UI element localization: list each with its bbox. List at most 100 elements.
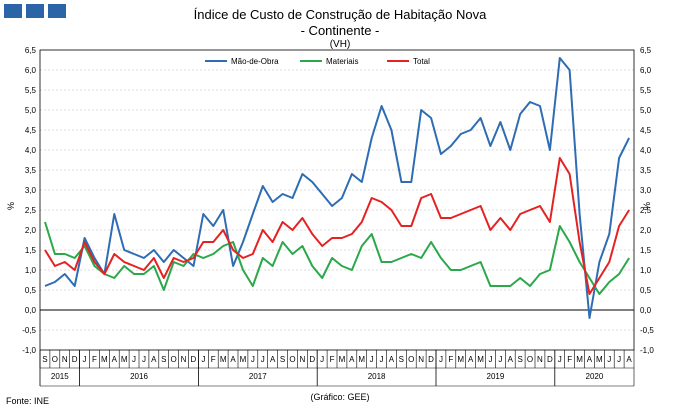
series-lines bbox=[44, 57, 630, 319]
x-tick-label: J bbox=[83, 355, 87, 364]
chart-subtitle: - Continente - bbox=[300, 23, 380, 38]
x-tick-label: D bbox=[72, 355, 78, 364]
x-tick-label: O bbox=[52, 355, 58, 364]
x-tick-label: N bbox=[62, 355, 68, 364]
x-tick-label: A bbox=[587, 355, 593, 364]
y-tick-label-right: 2,5 bbox=[640, 206, 652, 215]
x-tick-label: S bbox=[42, 355, 47, 364]
y-tick-label-left: 5,0 bbox=[25, 106, 37, 115]
legend-label: Total bbox=[413, 57, 430, 66]
x-year-label: 2015 bbox=[51, 372, 69, 381]
y-tick-label-left: 2,5 bbox=[25, 206, 37, 215]
x-tick-label: J bbox=[617, 355, 621, 364]
x-tick-label: A bbox=[508, 355, 514, 364]
x-year-label: 2020 bbox=[586, 372, 604, 381]
legend-label: Materiais bbox=[326, 57, 358, 66]
x-tick-label: J bbox=[370, 355, 374, 364]
series-line-materiais bbox=[44, 221, 630, 295]
x-tick-label: J bbox=[320, 355, 324, 364]
x-tick-label: D bbox=[309, 355, 315, 364]
chart-credit: (Gráfico: GEE) bbox=[310, 392, 370, 402]
x-year-label: 2019 bbox=[487, 372, 505, 381]
y-tick-label-right: 5,5 bbox=[640, 86, 652, 95]
x-tick-label: D bbox=[191, 355, 197, 364]
x-tick-label: A bbox=[626, 355, 632, 364]
x-tick-label: S bbox=[399, 355, 404, 364]
x-tick-label: J bbox=[261, 355, 265, 364]
x-tick-label: N bbox=[537, 355, 543, 364]
x-tick-label: F bbox=[448, 355, 453, 364]
x-tick-label: M bbox=[457, 355, 464, 364]
x-tick-label: F bbox=[567, 355, 572, 364]
y-tick-label-right: -0,5 bbox=[640, 326, 654, 335]
y-tick-label-left: 3,0 bbox=[25, 186, 37, 195]
x-tick-label: J bbox=[558, 355, 562, 364]
x-tick-label: J bbox=[201, 355, 205, 364]
x-tick-label: S bbox=[161, 355, 166, 364]
x-tick-label: D bbox=[547, 355, 553, 364]
x-tick-label: M bbox=[576, 355, 583, 364]
x-tick-label: M bbox=[477, 355, 484, 364]
x-tick-label: N bbox=[181, 355, 187, 364]
x-tick-label: J bbox=[380, 355, 384, 364]
y-axis-label-left: % bbox=[6, 202, 16, 210]
y-tick-label-right: 0,0 bbox=[640, 306, 652, 315]
legend: Mão-de-Obra Materiais Total bbox=[205, 57, 430, 66]
legend-label: Mão-de-Obra bbox=[231, 57, 279, 66]
y-tick-label-left: 1,5 bbox=[25, 246, 37, 255]
y-tick-label-right: 4,0 bbox=[640, 146, 652, 155]
plot-frame bbox=[39, 49, 635, 351]
x-tick-label: F bbox=[211, 355, 216, 364]
y-axis-right: -1,0 -0,5 0,0 0,5 1,0 1,5 2,0 2,5 3,0 3,5 4,0 4,5 5,… bbox=[640, 46, 654, 355]
y-tick-label-right: 2,0 bbox=[640, 226, 652, 235]
x-tick-label: F bbox=[330, 355, 335, 364]
x-tick-label: J bbox=[251, 355, 255, 364]
series-line-total bbox=[44, 157, 630, 295]
x-tick-label: M bbox=[220, 355, 227, 364]
x-tick-label: M bbox=[121, 355, 128, 364]
x-year-label: 2018 bbox=[368, 372, 386, 381]
x-tick-label: A bbox=[349, 355, 355, 364]
x-year-label: 2016 bbox=[130, 372, 148, 381]
x-tick-label: J bbox=[142, 355, 146, 364]
y-tick-label-left: -1,0 bbox=[22, 346, 36, 355]
x-tick-label: A bbox=[389, 355, 395, 364]
x-tick-label: A bbox=[230, 355, 236, 364]
x-year-label: 2017 bbox=[249, 372, 267, 381]
logo-block-3 bbox=[48, 4, 66, 18]
y-axis-left: -1,0 -0,5 0,0 0,5 1,0 1,5 2,0 2,5 3,0 3,5 4,0 4,5 5,… bbox=[22, 46, 36, 355]
x-tick-label: J bbox=[488, 355, 492, 364]
gee-logo bbox=[4, 4, 66, 18]
x-tick-label: J bbox=[132, 355, 136, 364]
x-tick-label: M bbox=[101, 355, 108, 364]
y-tick-label-left: 0,5 bbox=[25, 286, 37, 295]
y-axis-label-right: % bbox=[642, 202, 652, 210]
y-tick-label-right: 1,0 bbox=[640, 266, 652, 275]
y-tick-label-left: 0,0 bbox=[25, 306, 37, 315]
chart-title: Índice de Custo de Construção de Habitaç… bbox=[193, 7, 487, 22]
x-tick-label: O bbox=[171, 355, 177, 364]
y-tick-label-right: 4,5 bbox=[640, 126, 652, 135]
x-tick-label: J bbox=[498, 355, 502, 364]
x-tick-label: O bbox=[408, 355, 414, 364]
source-note: Fonte: INE bbox=[6, 396, 50, 406]
gridlines bbox=[39, 49, 635, 351]
y-tick-label-left: -0,5 bbox=[22, 326, 36, 335]
y-tick-label-left: 6,0 bbox=[25, 66, 37, 75]
y-tick-label-right: -1,0 bbox=[640, 346, 654, 355]
y-tick-label-right: 6,5 bbox=[640, 46, 652, 55]
y-tick-label-right: 3,5 bbox=[640, 166, 652, 175]
logo-block-2 bbox=[26, 4, 44, 18]
y-tick-label-left: 6,5 bbox=[25, 46, 37, 55]
x-tick-label: S bbox=[517, 355, 522, 364]
y-tick-label-right: 6,0 bbox=[640, 66, 652, 75]
y-tick-label-right: 1,5 bbox=[640, 246, 652, 255]
x-tick-label: J bbox=[439, 355, 443, 364]
y-tick-label-left: 3,5 bbox=[25, 166, 37, 175]
x-tick-label: F bbox=[92, 355, 97, 364]
x-tick-label: A bbox=[112, 355, 118, 364]
x-tick-label: D bbox=[428, 355, 434, 364]
y-tick-label-left: 4,5 bbox=[25, 126, 37, 135]
